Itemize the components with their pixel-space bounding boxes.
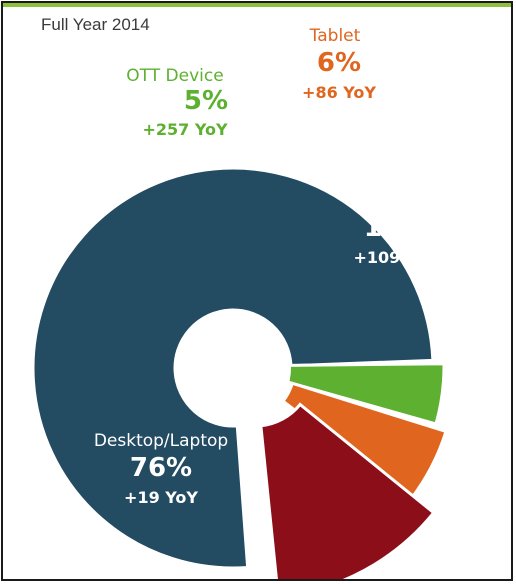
slice-yoy-smartphone: +109 YoY — [353, 248, 438, 267]
slice-label-tablet: Tablet 6% +86 YoY — [302, 26, 376, 102]
slice-percent-tablet: 6% — [317, 48, 361, 78]
slice-label-desktop-laptop: Desktop/Laptop 76% +19 YoY — [94, 431, 228, 507]
slice-yoy-tablet: +86 YoY — [302, 83, 376, 102]
slice-name-ott-device: OTT Device — [126, 66, 223, 86]
slice-name-desktop-laptop: Desktop/Laptop — [94, 431, 228, 451]
slice-smartphone — [259, 402, 436, 579]
chart-title: Full Year 2014 — [41, 15, 150, 34]
donut-hole — [175, 310, 291, 426]
slice-label-smartphone: Smartphone 13% +109 YoY — [346, 190, 451, 267]
slice-percent-ott-device: 5% — [184, 86, 228, 116]
slice-percent-desktop-laptop: 76% — [130, 453, 192, 483]
slice-name-smartphone: Smartphone — [346, 190, 451, 210]
slice-yoy-ott-device: +257 YoY — [142, 120, 227, 139]
slice-percent-smartphone: 13% — [364, 213, 426, 243]
slice-label-ott-device: OTT Device 5% +257 YoY — [126, 66, 228, 139]
slice-yoy-desktop-laptop: +19 YoY — [124, 488, 198, 507]
top-accent-rule — [3, 3, 511, 7]
slices-layer — [31, 166, 448, 579]
slice-name-tablet: Tablet — [309, 26, 361, 46]
donut-chart: Desktop/Laptop 76% +19 YoY OTT Device 5%… — [31, 26, 451, 579]
